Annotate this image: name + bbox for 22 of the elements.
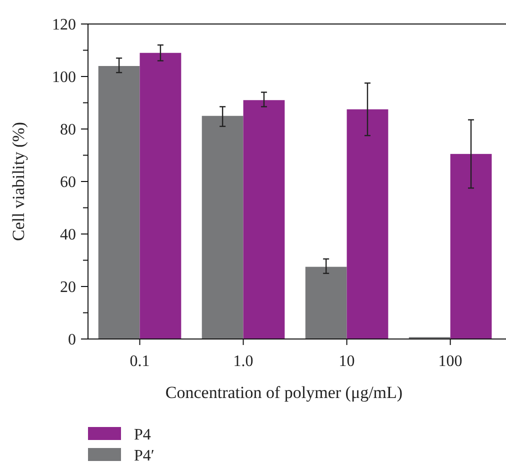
y-tick-label: 120 bbox=[52, 16, 76, 34]
bar bbox=[140, 52, 182, 339]
bar bbox=[202, 116, 244, 339]
y-axis-title: Cell viability (%) bbox=[9, 122, 28, 241]
y-tick-label: 80 bbox=[60, 122, 76, 139]
bar bbox=[450, 154, 492, 339]
legend-label: P4 bbox=[134, 426, 151, 444]
y-tick-label: 40 bbox=[60, 226, 76, 244]
legend-label: P4′ bbox=[134, 448, 154, 465]
bar bbox=[346, 109, 388, 339]
bar bbox=[243, 100, 285, 339]
x-tick-label: 100 bbox=[438, 353, 462, 370]
x-axis-title: Concentration of polymer (μg/mL) bbox=[165, 383, 403, 402]
y-tick-label: 100 bbox=[52, 69, 76, 86]
y-tick-label: 20 bbox=[60, 279, 76, 296]
x-tick-label: 10 bbox=[338, 353, 355, 370]
x-tick-label: 1.0 bbox=[233, 353, 254, 370]
y-tick-label: 0 bbox=[68, 332, 76, 349]
y-tick-label: 60 bbox=[60, 174, 76, 192]
bar bbox=[98, 66, 140, 339]
bar bbox=[305, 266, 347, 339]
x-tick-label: 0.1 bbox=[130, 353, 150, 370]
